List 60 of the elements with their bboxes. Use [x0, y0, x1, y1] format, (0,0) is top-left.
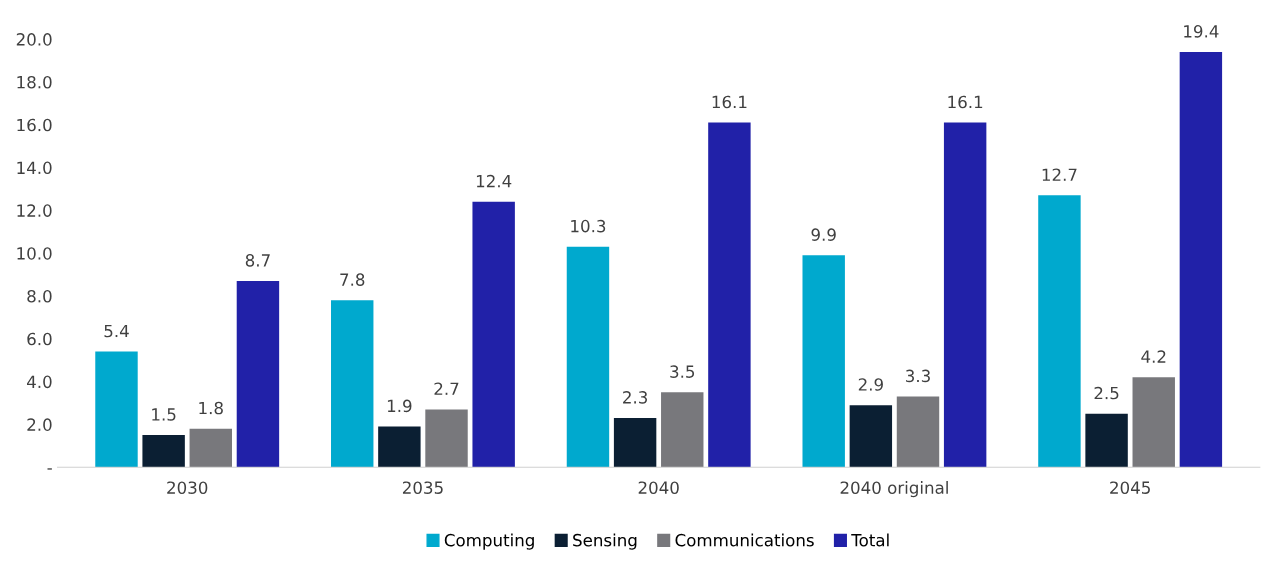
bar: [1085, 413, 1128, 468]
data-label: 5.4: [104, 324, 129, 338]
bar: [236, 280, 280, 468]
data-label: 10.3: [571, 219, 606, 233]
y-tick-label: 2.0: [27, 418, 52, 431]
data-label: 12.4: [476, 174, 512, 188]
y-tick-label: 12.0: [17, 204, 52, 217]
x-tick-label: 2035: [402, 481, 443, 494]
data-label: 7.8: [340, 273, 365, 286]
data-label: 16.1: [712, 95, 747, 109]
bar: [661, 392, 704, 468]
bar: [378, 426, 421, 468]
y-tick-label: 20.0: [16, 33, 52, 46]
data-label: 2.5: [1094, 386, 1119, 400]
data-label: 4.2: [1141, 350, 1166, 363]
legend-label: Communications: [675, 533, 814, 547]
bar: [708, 122, 751, 468]
bar: [943, 122, 987, 468]
data-label: 19.4: [1184, 25, 1219, 38]
data-label: 1.9: [387, 399, 412, 413]
data-label: 2.9: [858, 378, 883, 391]
data-label: 12.7: [1042, 168, 1077, 181]
legend-label: Sensing: [573, 533, 637, 550]
data-label: 2.3: [623, 391, 648, 404]
data-label: 16.1: [948, 95, 983, 109]
y-tick-label: 6.0: [27, 332, 52, 346]
y-tick-label: 4.0: [27, 375, 52, 389]
data-label: 1.8: [199, 401, 223, 415]
bar: [1132, 377, 1175, 468]
data-label: 8.7: [245, 254, 270, 267]
bar: [613, 417, 657, 468]
data-label: 2.7: [434, 382, 459, 395]
y-tick-label: 14.0: [17, 161, 52, 175]
bar: [566, 246, 610, 468]
x-tick-label: 2030: [167, 481, 208, 494]
data-label: 1.5: [152, 408, 176, 421]
x-tick-label: 2040: [638, 481, 679, 494]
bar: [95, 351, 138, 468]
bar: [849, 405, 893, 468]
bar: [189, 428, 232, 468]
bar: [1038, 195, 1081, 468]
bar: [1179, 51, 1223, 468]
legend-label: Total: [851, 533, 889, 547]
y-tick-label: 10.0: [17, 247, 52, 260]
legend-label: Computing: [444, 533, 534, 550]
data-label: 3.3: [906, 369, 930, 383]
bar: [331, 300, 374, 468]
bar: [472, 201, 515, 468]
y-tick-label: 18.0: [17, 75, 52, 89]
y-tick-label: -: [47, 468, 52, 470]
data-label: 3.5: [670, 365, 695, 378]
data-label: 9.9: [811, 228, 836, 241]
x-tick-label: 2045: [1110, 481, 1150, 494]
x-tick-label: 2040 original: [840, 481, 948, 498]
y-tick-label: 16.0: [17, 118, 52, 132]
bar: [896, 396, 940, 468]
y-tick-label: 8.0: [27, 289, 52, 303]
bar: [425, 409, 468, 468]
bar: [142, 435, 185, 468]
bar: [802, 255, 845, 468]
